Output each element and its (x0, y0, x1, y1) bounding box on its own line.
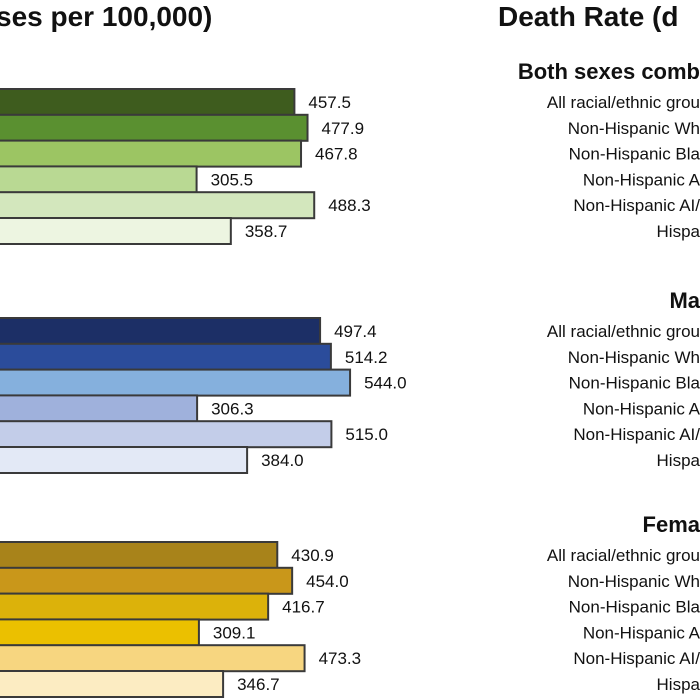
bar-value-label: 430.9 (291, 546, 334, 565)
bar (0, 394, 199, 423)
bar-value-label: 477.9 (322, 119, 365, 138)
group-title: Fema (643, 512, 700, 537)
bar-value-label: 358.7 (245, 222, 288, 241)
category-label: All racial/ethnic grou (547, 322, 700, 341)
category-label: Non-Hispanic AI/ (573, 196, 700, 215)
category-group-2: Fema All racial/ethnic grou Non-Hispanic W… (547, 512, 700, 694)
bar-value-label: 488.3 (328, 196, 371, 215)
category-label: Non-Hispanic AI/ (573, 425, 700, 444)
category-label: Non-Hispanic A (583, 623, 700, 642)
bar-value-label: 416.7 (282, 598, 325, 617)
category-label: Non-Hispanic Bla (569, 145, 700, 164)
category-label: Hispa (657, 222, 700, 241)
bar-value-label: 384.0 (261, 451, 304, 470)
bar-value-label: 467.8 (315, 145, 358, 164)
bar-group-1: 497.4 514.2 544.0 306.3 515.0 384.0 (0, 317, 407, 474)
left-chart-title: ses per 100,000) (0, 1, 212, 32)
group-title: Both sexes comb (518, 59, 700, 84)
bar (0, 618, 200, 647)
bar (0, 592, 270, 621)
category-label: Non-Hispanic A (583, 399, 700, 418)
bar-value-label: 306.3 (211, 399, 254, 418)
bar-value-label: 305.5 (211, 170, 254, 189)
bar (0, 670, 225, 698)
bar-value-label: 515.0 (345, 425, 388, 444)
bar (0, 217, 232, 245)
bar (0, 566, 294, 595)
category-group-1: Ma All racial/ethnic grou Non-Hispanic Wh N… (547, 288, 700, 470)
bar (0, 541, 279, 569)
right-chart-title: Death Rate (d (498, 1, 678, 32)
bar-value-label: 454.0 (306, 572, 349, 591)
bar (0, 420, 333, 449)
bar-group-2: 430.9 454.0 416.7 309.1 473.3 346.7 (0, 541, 362, 698)
bar (0, 191, 316, 220)
bar (0, 139, 303, 168)
category-group-0: Both sexes comb All racial/ethnic grou Non… (518, 59, 700, 241)
group-title: Ma (669, 288, 700, 313)
bar-value-label: 473.3 (319, 649, 362, 668)
bar-value-label: 346.7 (237, 675, 280, 694)
bar-value-label: 497.4 (334, 322, 377, 341)
bar-value-label: 309.1 (213, 623, 256, 642)
category-label: Non-Hispanic A (583, 170, 700, 189)
category-label: All racial/ethnic grou (547, 546, 700, 565)
right-panel: Death Rate (d Both sexes comb All racial/e… (498, 1, 700, 694)
bar (0, 165, 198, 194)
bar-value-label: 457.5 (308, 93, 351, 112)
bar-group-0: 457.5 477.9 467.8 305.5 488.3 358.7 (0, 88, 371, 245)
category-label: Non-Hispanic Bla (569, 598, 700, 617)
bar (0, 644, 306, 673)
left-panel: ses per 100,000) 457.5 477.9 467.8 305.5 488.… (0, 1, 407, 698)
category-label: Non-Hispanic Bla (569, 374, 700, 393)
bar (0, 368, 352, 397)
bar (0, 317, 322, 345)
category-label: Non-Hispanic Wh (568, 119, 700, 138)
category-label: Non-Hispanic AI/ (573, 649, 700, 668)
category-label: All racial/ethnic grou (547, 93, 700, 112)
category-label: Hispa (657, 675, 700, 694)
bar-value-label: 544.0 (364, 374, 407, 393)
bar-value-label: 514.2 (345, 348, 388, 367)
category-label: Non-Hispanic Wh (568, 348, 700, 367)
category-label: Non-Hispanic Wh (568, 572, 700, 591)
category-label: Hispa (657, 451, 700, 470)
bar (0, 88, 296, 116)
bar (0, 446, 249, 474)
bar (0, 342, 332, 371)
bar (0, 113, 309, 142)
